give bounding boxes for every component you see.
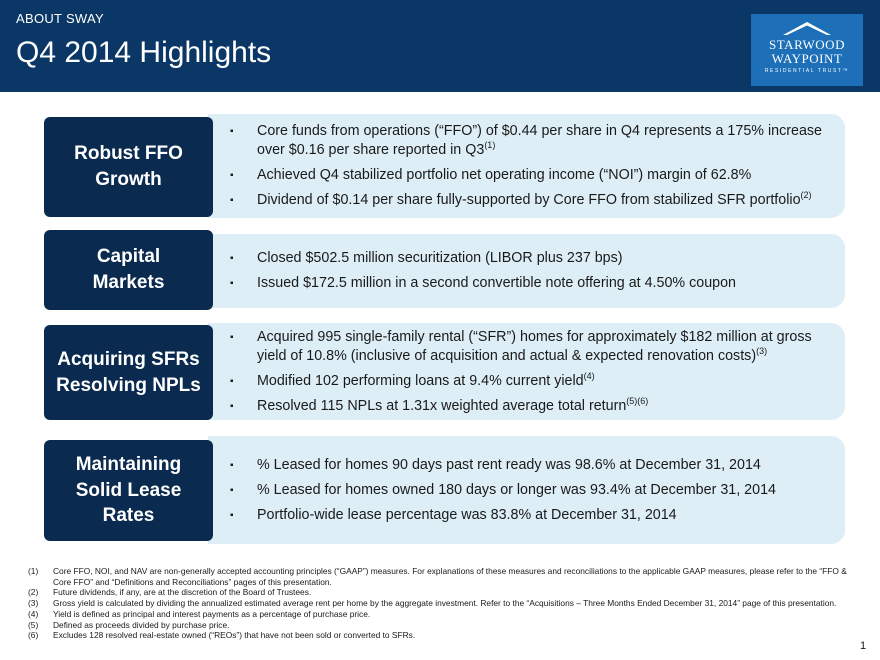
footnote-number: (1)	[28, 566, 39, 576]
label-line: Robust FFO	[74, 143, 183, 165]
bullet-square-icon: ▪	[230, 459, 234, 471]
footnote-item: (5) Defined as proceeds divided by purcha…	[28, 620, 866, 631]
bullet-text: % Leased for homes 90 days past rent rea…	[257, 456, 761, 473]
footnote-number: (4)	[28, 608, 39, 619]
bullet-square-icon: ▪	[230, 375, 234, 387]
footnote-ref: (4)	[583, 370, 595, 381]
bullet-square-icon: ▪	[230, 126, 234, 137]
footnote-item: (6) Excludes 128 resolved real-estate own…	[28, 630, 866, 641]
section-label-capital: Capital Markets	[44, 230, 213, 310]
bullet-item: ▪ Issued $172.5 million in a second conv…	[230, 274, 831, 293]
label-line: Acquiring SFRs	[57, 348, 200, 370]
footnote-ref: (2)	[800, 190, 812, 200]
bullet-square-icon: ▪	[230, 253, 234, 264]
bullet-text: Achieved Q4 stabilized portfolio net ope…	[257, 167, 752, 183]
bullet-square-icon: ▪	[230, 195, 234, 206]
label-line: Rates	[102, 505, 155, 527]
bullet-item: ▪ Portfolio-wide lease percentage was 83…	[230, 506, 831, 525]
header-banner: ABOUT SWAY Q4 2014 Highlights	[0, 0, 880, 92]
bullet-square-icon: ▪	[230, 278, 234, 289]
page-number: 1	[860, 640, 867, 652]
bullet-text: Acquired 995 single-family rental (“SFR”…	[257, 328, 812, 364]
bullet-item: ▪ Modified 102 performing loans at 9.4% …	[230, 370, 831, 391]
bullet-item: ▪ Achieved Q4 stabilized portfolio net o…	[230, 166, 831, 185]
footnote-text: Core FFO, NOI, and NAV are non-generally…	[53, 566, 847, 587]
logo-text-residential-trust: RESIDENTIAL TRUST™	[764, 68, 850, 74]
section-panel-lease: ▪ % Leased for homes 90 days past rent r…	[208, 436, 845, 544]
footnote-ref: (5)(6)	[626, 395, 649, 406]
footnote-number: (2)	[28, 587, 39, 598]
label-line: Maintaining	[75, 454, 182, 476]
footnote-number: (3)	[28, 598, 39, 609]
section-panel-capital: ▪ Closed $502.5 million securitization (…	[208, 234, 845, 308]
label-line: Growth	[95, 169, 162, 190]
bullet-item: ▪ Resolved 115 NPLs at 1.31x weighted av…	[230, 395, 831, 416]
footnote-ref: (3)	[756, 345, 768, 356]
bullet-item: ▪ Closed $502.5 million securitization (…	[230, 249, 831, 268]
footnote-number: (6)	[28, 630, 39, 641]
footnote-text: Gross yield is calculated by dividing th…	[53, 598, 837, 609]
footnote-text: Yield is defined as principal and intere…	[53, 608, 371, 619]
footnote-item: (3) Gross yield is calculated by dividing…	[28, 598, 866, 609]
page-title: Q4 2014 Highlights	[16, 36, 272, 69]
bullet-item: ▪ % Leased for homes 90 days past rent r…	[230, 456, 831, 475]
footnote-ref: (1)	[484, 140, 496, 150]
bullet-text: Resolved 115 NPLs at 1.31x weighted aver…	[257, 397, 627, 414]
bullet-square-icon: ▪	[230, 170, 234, 181]
bullet-square-icon: ▪	[230, 509, 234, 521]
bullet-text: Portfolio-wide lease percentage was 83.8…	[257, 506, 677, 523]
footnote-text: Future dividends, if any, are at the dis…	[53, 587, 312, 598]
section-panel-ffo: ▪ Core funds from operations (“FFO”) of …	[208, 114, 845, 218]
section-label-lease: Maintaining Solid Lease Rates	[44, 440, 213, 541]
label-line: Resolving NPLs	[56, 374, 201, 396]
footnote-item: (1) Core FFO, NOI, and NAV are non-genera…	[28, 566, 866, 587]
footnote-item: (2) Future dividends, if any, are at the …	[28, 587, 866, 598]
section-label-acquiring: Acquiring SFRs Resolving NPLs	[44, 325, 213, 420]
footnote-number: (5)	[28, 619, 39, 630]
bullet-item: ▪ Dividend of $0.14 per share fully-supp…	[230, 191, 831, 210]
bullet-item: ▪ % Leased for homes owned 180 days or l…	[230, 481, 831, 500]
bullet-square-icon: ▪	[230, 331, 234, 343]
section-panel-acquiring: ▪ Acquired 995 single-family rental (“SF…	[208, 323, 845, 420]
bullet-item: ▪ Core funds from operations (“FFO”) of …	[230, 122, 831, 160]
label-line: Capital	[96, 246, 161, 268]
bullet-square-icon: ▪	[230, 484, 234, 496]
bullet-text: % Leased for homes owned 180 days or lon…	[257, 481, 776, 498]
footnote-item: (4) Yield is defined as principal and int…	[28, 609, 866, 620]
bullet-text: Issued $172.5 million in a second conver…	[257, 275, 737, 291]
footnote-text: Excludes 128 resolved real-estate owned …	[53, 630, 416, 641]
bullet-text: Dividend of $0.14 per share fully-suppor…	[257, 192, 801, 208]
bullet-text: Modified 102 performing loans at 9.4% cu…	[257, 372, 584, 389]
section-label-ffo: Robust FFO Growth	[44, 117, 213, 217]
house-roof-icon	[783, 22, 831, 35]
label-line: Markets	[92, 272, 165, 293]
bullet-text: Closed $502.5 million securitization (LI…	[257, 250, 623, 266]
company-logo: STARWOOD WAYPOINT RESIDENTIAL TRUST™	[751, 14, 863, 86]
logo-text-waypoint: WAYPOINT	[771, 51, 843, 66]
footnote-text: Defined as proceeds divided by purchase …	[53, 619, 230, 630]
bullet-square-icon: ▪	[230, 400, 234, 412]
footnotes: (1) Core FFO, NOI, and NAV are non-genera…	[28, 566, 866, 641]
label-line: Solid Lease	[75, 479, 182, 501]
logo-text-starwood: STARWOOD	[769, 37, 845, 52]
bullet-text: Core funds from operations (“FFO”) of $0…	[257, 123, 822, 158]
section-kicker: ABOUT SWAY	[16, 11, 104, 26]
bullet-item: ▪ Acquired 995 single-family rental (“SF…	[230, 328, 831, 366]
